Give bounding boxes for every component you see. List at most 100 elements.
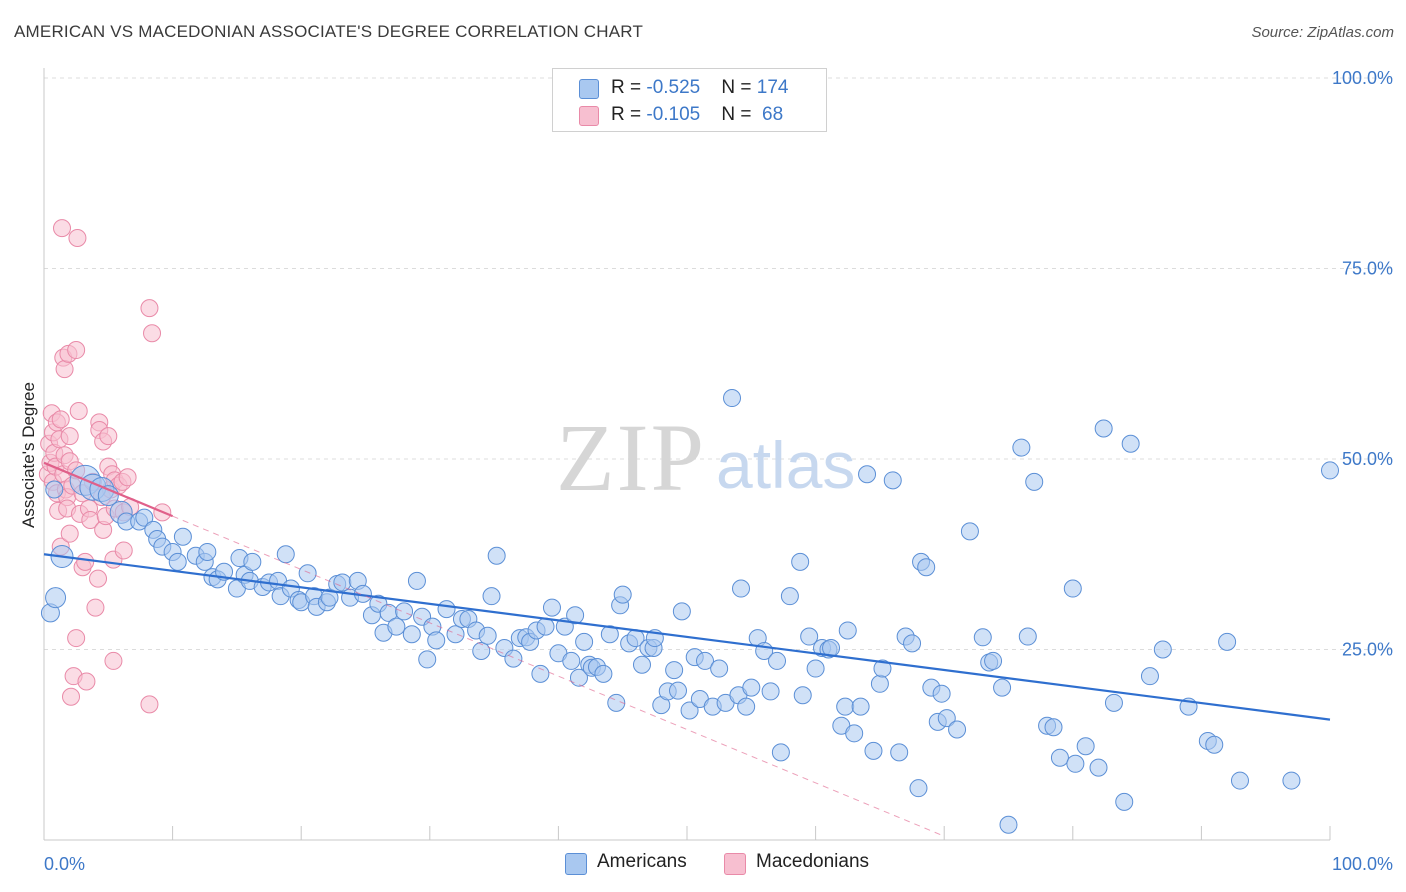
american-point bbox=[937, 709, 956, 728]
american-point bbox=[1115, 792, 1134, 811]
american-point bbox=[1282, 771, 1301, 790]
american-point bbox=[482, 587, 501, 606]
american-point bbox=[1063, 579, 1082, 598]
macedonian-point bbox=[68, 229, 87, 248]
american-point bbox=[135, 508, 154, 527]
american-point bbox=[536, 617, 555, 636]
tick-labels: 25.0% 50.0% 75.0% 100.0% 0.0% 100.0% bbox=[44, 68, 1393, 874]
macedonian-point bbox=[51, 410, 70, 429]
y-tick-label: 50.0% bbox=[1342, 449, 1393, 469]
american-point bbox=[771, 743, 790, 762]
macedonian-point bbox=[60, 427, 79, 446]
american-point bbox=[984, 651, 1003, 670]
macedonian-point bbox=[76, 552, 95, 571]
macedonian-point bbox=[118, 468, 137, 487]
macedonian-point bbox=[60, 524, 79, 543]
american-point bbox=[487, 546, 506, 565]
macedonian-point bbox=[77, 672, 96, 691]
american-point bbox=[472, 642, 491, 661]
american-point bbox=[320, 588, 339, 607]
american-point bbox=[973, 628, 992, 647]
american-point bbox=[836, 697, 855, 716]
axes bbox=[43, 68, 1331, 841]
american-point bbox=[1018, 627, 1037, 646]
legend-row-macedonians: R = -0.105 N = 68 bbox=[553, 102, 826, 130]
american-point bbox=[1205, 735, 1224, 754]
american-point bbox=[613, 585, 632, 604]
macedonian-point bbox=[140, 695, 159, 714]
american-point bbox=[696, 651, 715, 670]
american-point bbox=[402, 625, 421, 644]
macedonian-point bbox=[67, 629, 86, 648]
macedonian-point bbox=[67, 341, 86, 360]
american-point bbox=[632, 655, 651, 674]
american-point bbox=[668, 681, 687, 700]
chart-source: Source: ZipAtlas.com bbox=[1251, 24, 1394, 41]
american-point bbox=[446, 625, 465, 644]
american-point bbox=[948, 720, 967, 739]
stats-legend: R = -0.525 N = 174 R = -0.105 N = 68 bbox=[552, 68, 827, 132]
american-point bbox=[742, 678, 761, 697]
american-point bbox=[800, 627, 819, 646]
watermark-zip: ZIP bbox=[556, 404, 706, 511]
american-point bbox=[243, 552, 262, 571]
american-point bbox=[858, 465, 877, 484]
american-point bbox=[732, 579, 751, 598]
macedonian-point bbox=[104, 651, 123, 670]
american-point bbox=[562, 651, 581, 670]
watermark-atlas: atlas bbox=[716, 428, 855, 502]
macedonian-point bbox=[69, 401, 88, 420]
american-point bbox=[909, 779, 928, 798]
american-point bbox=[1076, 737, 1095, 756]
macedonians-trend-line bbox=[43, 461, 174, 518]
american-point bbox=[1121, 434, 1140, 453]
american-point bbox=[864, 741, 883, 760]
chart-title: AMERICAN VS MACEDONIAN ASSOCIATE'S DEGRE… bbox=[14, 22, 644, 41]
american-point bbox=[883, 471, 902, 490]
american-point bbox=[437, 600, 456, 619]
y-tick-label: 25.0% bbox=[1342, 640, 1393, 660]
x-tick-label: 100.0% bbox=[1332, 854, 1393, 874]
legend-r-label: R = bbox=[611, 77, 647, 98]
american-point bbox=[575, 632, 594, 651]
legend-swatch-americans bbox=[579, 79, 599, 99]
american-point bbox=[395, 602, 414, 621]
american-point bbox=[45, 480, 64, 499]
american-point bbox=[542, 598, 561, 617]
macedonians-label: Macedonians bbox=[756, 851, 870, 872]
macedonian-point bbox=[62, 687, 81, 706]
american-point bbox=[333, 573, 352, 592]
american-point bbox=[1321, 461, 1339, 480]
american-point bbox=[407, 571, 426, 590]
legend-r-label: R = bbox=[611, 104, 647, 125]
american-point bbox=[737, 697, 756, 716]
legend-n-value: 174 bbox=[756, 77, 789, 98]
american-point bbox=[999, 815, 1018, 834]
american-point bbox=[45, 587, 67, 609]
macedonian-point bbox=[86, 598, 105, 617]
y-tick-label: 75.0% bbox=[1342, 259, 1393, 279]
american-point bbox=[932, 684, 951, 703]
american-point bbox=[594, 664, 613, 683]
americans-label: Americans bbox=[597, 851, 687, 872]
american-point bbox=[1140, 667, 1159, 686]
american-point bbox=[418, 650, 437, 669]
legend-row-americans: R = -0.525 N = 174 bbox=[553, 75, 826, 103]
american-point bbox=[1104, 693, 1123, 712]
american-point bbox=[851, 697, 870, 716]
american-point bbox=[838, 621, 857, 640]
american-point bbox=[793, 686, 812, 705]
macedonian-point bbox=[143, 324, 162, 343]
legend-r-value: -0.525 bbox=[646, 77, 701, 98]
american-point bbox=[917, 558, 936, 577]
american-point bbox=[680, 701, 699, 720]
american-point bbox=[173, 527, 192, 546]
legend-n-label: N = bbox=[721, 77, 757, 98]
legend-n-label: N = bbox=[721, 104, 757, 125]
american-point bbox=[1094, 419, 1113, 438]
american-point bbox=[890, 743, 909, 762]
macedonian-point bbox=[114, 541, 133, 560]
american-point bbox=[870, 674, 889, 693]
macedonian-point bbox=[55, 360, 74, 379]
macedonians-points bbox=[38, 219, 172, 714]
